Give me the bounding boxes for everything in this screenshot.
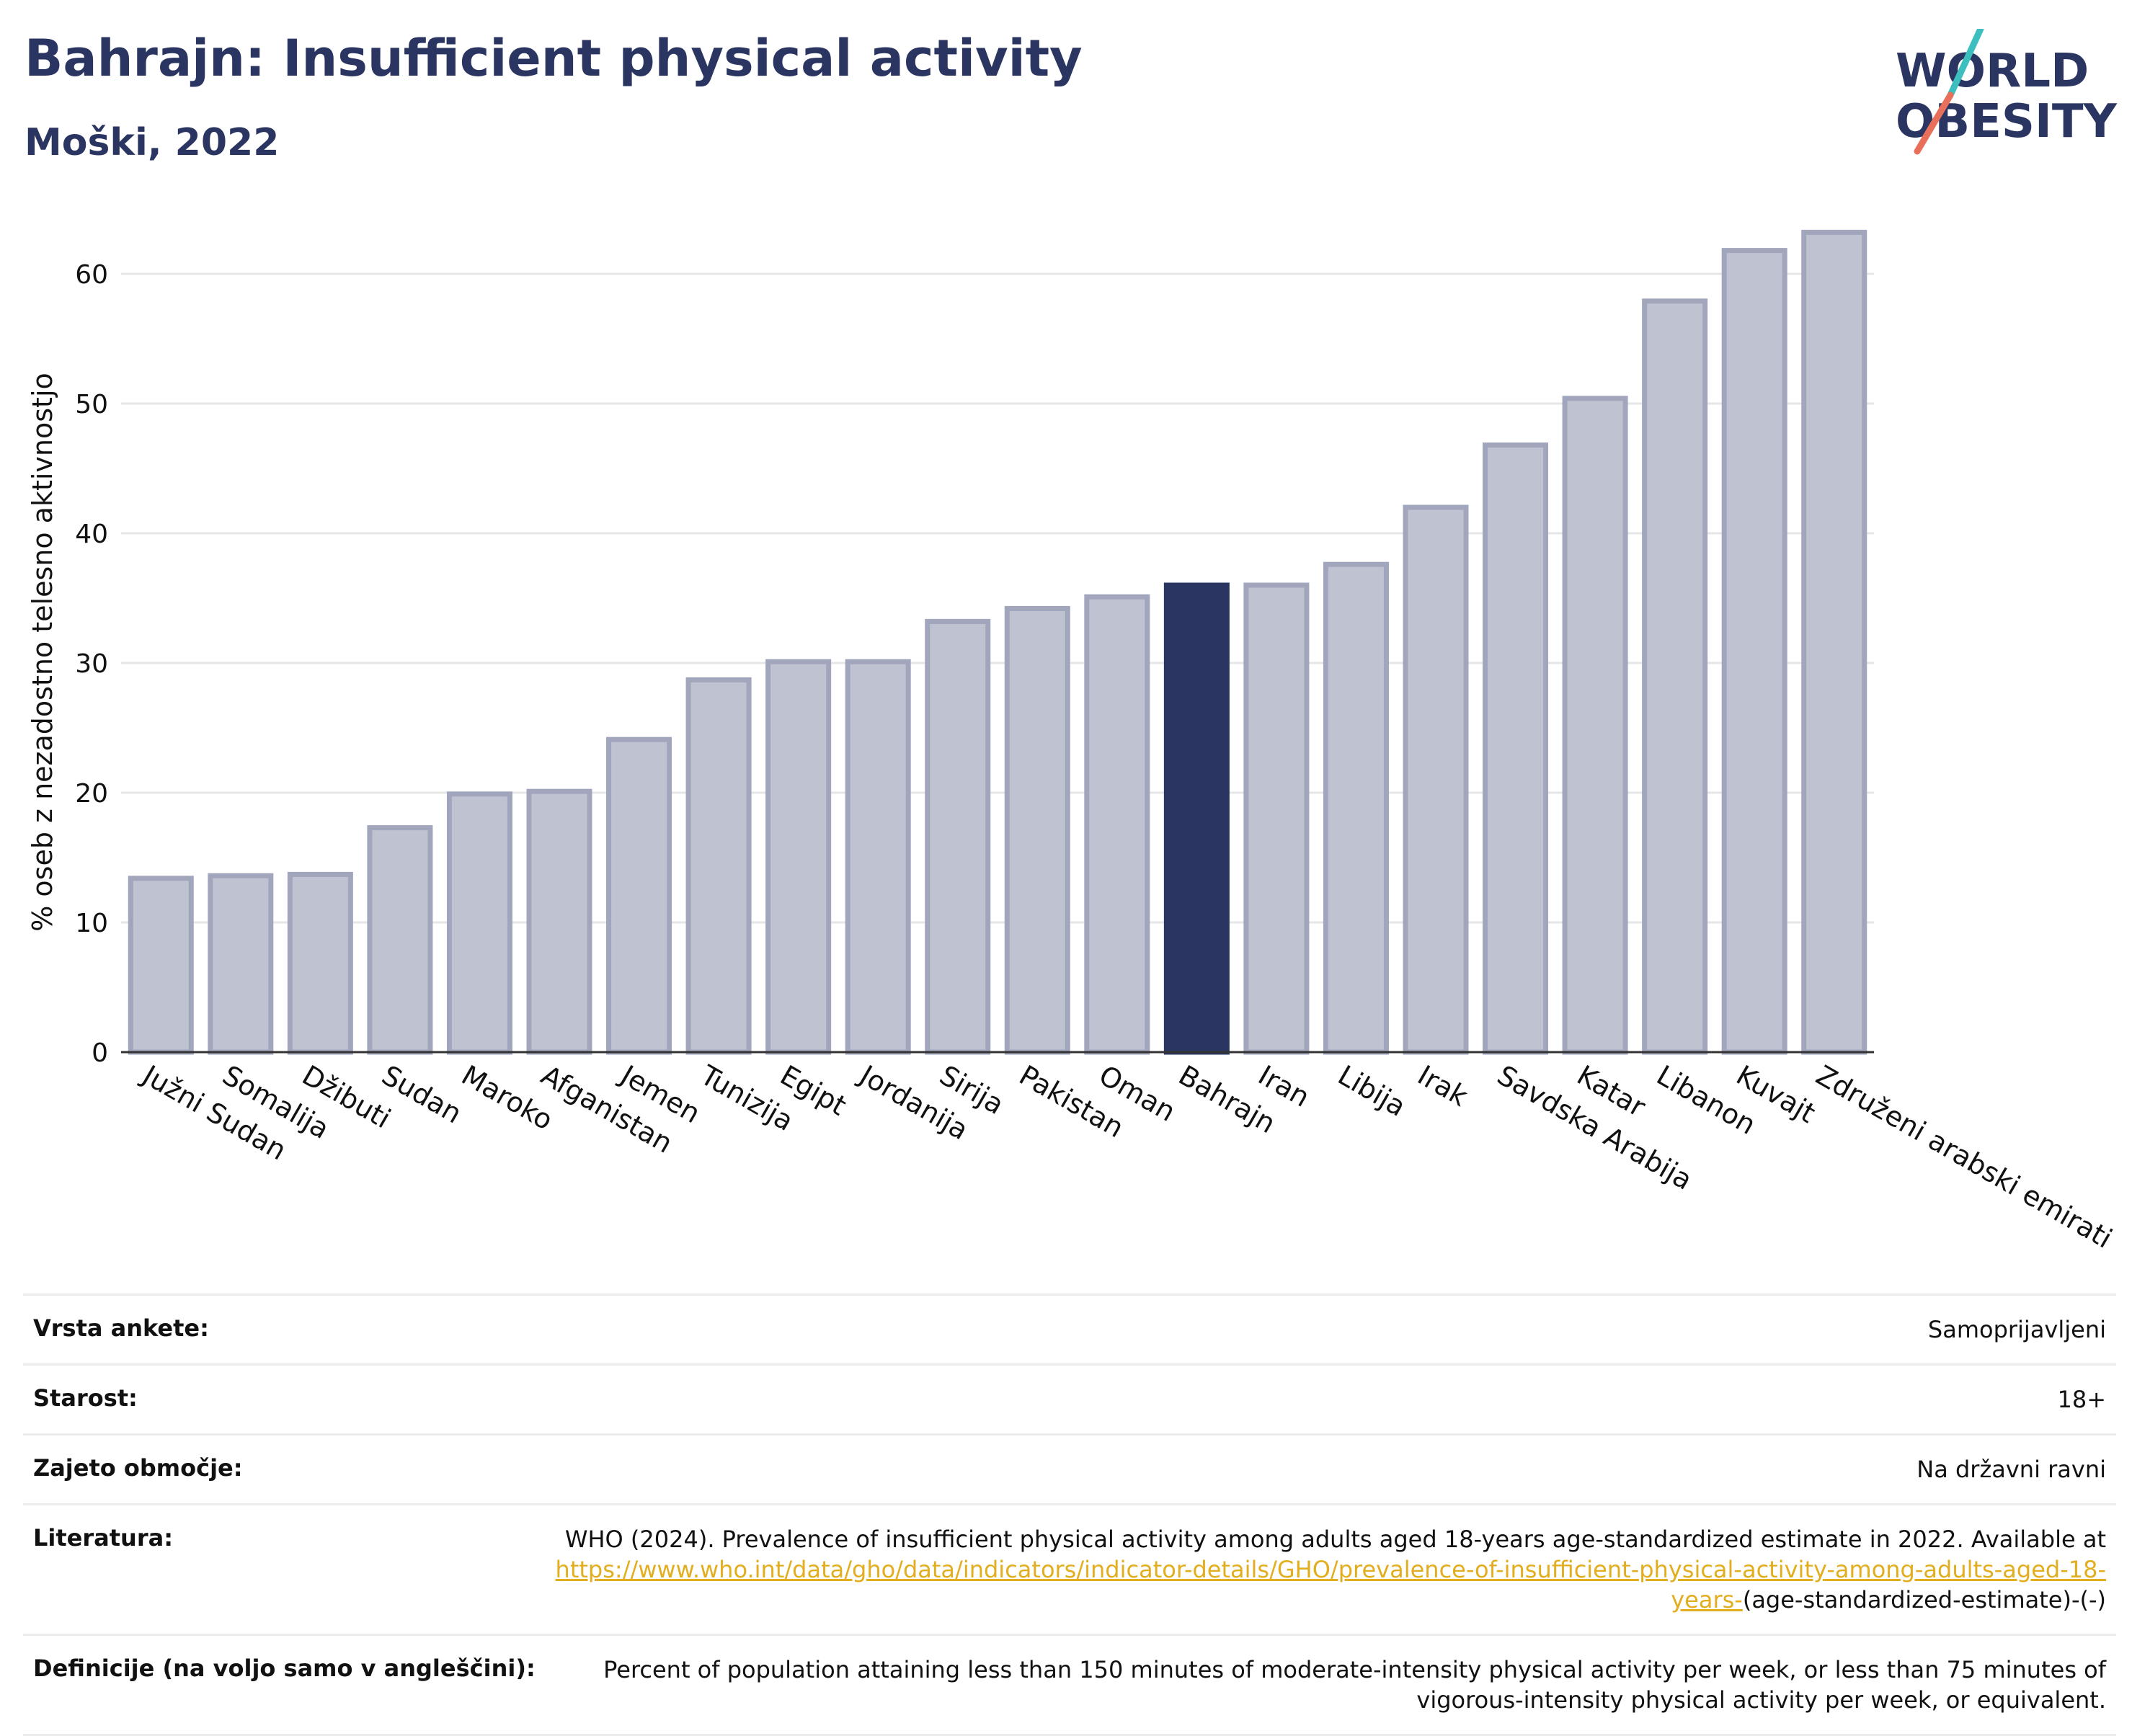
y-tick-label: 40: [75, 520, 108, 549]
meta-row-references: Literatura: WHO (2024). Prevalence of in…: [23, 1503, 2116, 1634]
y-tick-label: 50: [75, 390, 108, 419]
bar: [1403, 504, 1469, 1055]
x-tick-label: Irak: [1413, 1059, 1473, 1113]
x-tick-label: Maroko: [456, 1059, 559, 1136]
bar: [1323, 561, 1389, 1055]
bar: [685, 677, 752, 1055]
bar-highlighted: [1163, 582, 1230, 1055]
bar: [1483, 442, 1549, 1055]
logo-slash-teal: [1947, 29, 1984, 99]
y-axis-ticks: 0 10 20 30 40 50 60: [75, 260, 108, 1068]
meta-label: Vrsta ankete:: [33, 1314, 209, 1342]
bar: [925, 618, 991, 1055]
y-tick-label: 60: [75, 260, 108, 290]
bar: [1801, 229, 1867, 1055]
bar: [1004, 605, 1070, 1055]
meta-value: Percent of population attaining less tha…: [603, 1656, 2106, 1714]
bar: [526, 788, 592, 1055]
meta-row-survey-type: Vrsta ankete: Samoprijavljeni: [23, 1294, 2116, 1363]
x-axis-labels: Južni SudanSomalijaDžibutiSudanMarokoAfg…: [136, 1059, 2118, 1255]
bar: [845, 659, 911, 1055]
y-axis-label: % oseb z nezadostno telesno aktivnostjo: [27, 373, 58, 932]
reference-text: WHO (2024). Prevalence of insufficient p…: [564, 1526, 2106, 1553]
meta-label: Definicije (na voljo samo v angleščini):: [33, 1655, 536, 1682]
bar: [1642, 298, 1708, 1055]
bar: [287, 871, 353, 1055]
meta-row-definitions: Definicije (na voljo samo v angleščini):…: [23, 1634, 2116, 1736]
meta-row-age: Starost: 18+: [23, 1363, 2116, 1433]
bars: [128, 229, 1867, 1055]
x-tick-label: Libija: [1333, 1059, 1411, 1123]
logo-text-obesity: OBESITY: [1896, 95, 2117, 148]
x-tick-label: Združeni arabski emirati: [1811, 1059, 2118, 1255]
chart-title: Bahrajn: Insufficient physical activity: [25, 29, 1083, 88]
meta-label: Literatura:: [33, 1524, 173, 1552]
logo-text-world: WORLD: [1896, 45, 2089, 98]
meta-value: WHO (2024). Prevalence of insufficient p…: [549, 1524, 2106, 1615]
reference-link[interactable]: https://www.who.int/data/gho/data/indica…: [555, 1556, 2106, 1613]
bar: [1084, 594, 1150, 1055]
meta-value: 18+: [2057, 1386, 2106, 1413]
bar: [1243, 582, 1310, 1055]
bar: [446, 791, 512, 1055]
chart-subtitle: Moški, 2022: [25, 121, 280, 164]
bar: [1721, 248, 1787, 1055]
metadata-table: Vrsta ankete: Samoprijavljeni Starost: 1…: [23, 1294, 2116, 1736]
y-tick-label: 30: [75, 649, 108, 679]
y-tick-label: 20: [75, 779, 108, 809]
bar: [606, 736, 672, 1055]
bar: [128, 876, 194, 1055]
bar-chart: 0 10 20 30 40 50 60 Južni SudanSomalijaDžibuti…: [27, 229, 2118, 1255]
y-tick-label: 0: [92, 1038, 108, 1068]
meta-value: Samoprijavljeni: [1927, 1316, 2106, 1343]
x-tick-label: Sudan: [376, 1059, 467, 1130]
bar: [765, 659, 832, 1055]
meta-row-coverage: Zajeto območje: Na državni ravni: [23, 1433, 2116, 1503]
world-obesity-logo: WORLD OBESITY: [1896, 29, 2117, 155]
reference-suffix: (age-standardized-estimate)-(-): [1742, 1586, 2106, 1613]
meta-label: Zajeto območje:: [33, 1454, 243, 1482]
logo-slash-coral: [1914, 92, 1954, 155]
bar: [367, 825, 433, 1055]
meta-value: Na državni ravni: [1916, 1456, 2106, 1483]
x-tick-label: Tunizija: [695, 1059, 799, 1137]
bar: [208, 873, 274, 1055]
y-tick-label: 10: [75, 909, 108, 938]
meta-label: Starost:: [33, 1384, 138, 1412]
bar: [1562, 396, 1628, 1055]
